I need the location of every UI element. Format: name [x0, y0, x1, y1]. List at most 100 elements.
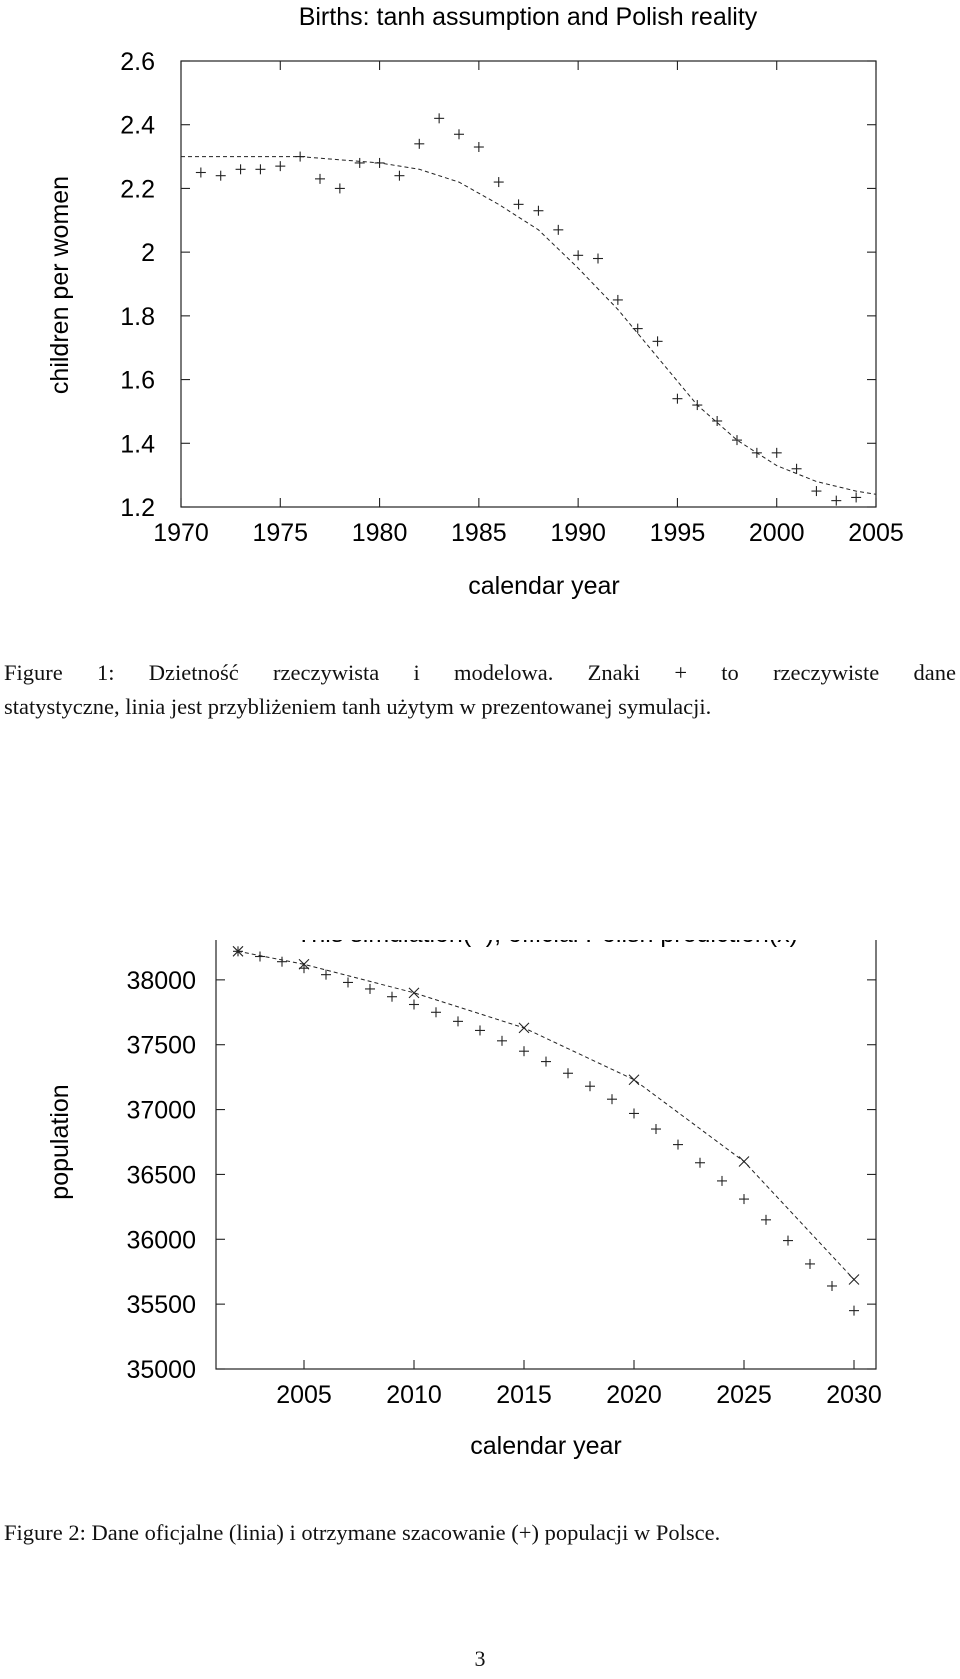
plus-marker	[827, 1280, 837, 1291]
x-marker	[848, 1274, 860, 1285]
plus-marker	[533, 205, 544, 216]
chart1-marks	[181, 113, 877, 506]
x-marker	[518, 1022, 530, 1034]
chart2-y-ticks: 3500035500360003650037000375003800038500	[126, 967, 876, 1384]
plus-marker	[343, 977, 353, 988]
plus-marker	[394, 170, 405, 181]
y-tick-label: 1.2	[120, 494, 155, 522]
plus-marker	[334, 183, 345, 194]
x-tick-label: 1970	[153, 519, 209, 547]
figure-2-caption-text: Dane oficjalne (linia) i otrzymane szaco…	[91, 1520, 721, 1545]
plus-marker	[849, 1305, 859, 1316]
plus-marker	[695, 1157, 705, 1168]
x-tick-label: 2010	[386, 1381, 442, 1409]
y-tick-label: 37000	[126, 1097, 196, 1125]
chart2-title: This simulation(+), official Polish pred…	[296, 940, 798, 948]
plus-marker	[277, 956, 287, 967]
plus-marker	[513, 199, 524, 210]
x-tick-label: 2005	[276, 1381, 332, 1409]
plus-marker	[585, 1081, 595, 1092]
x-tick-label: 2005	[848, 519, 904, 547]
x-tick-label: 1985	[451, 519, 507, 547]
population-chart: This simulation(+), official Polish pred…	[46, 940, 882, 1460]
plus-marker	[712, 415, 723, 426]
y-tick-label: 36000	[126, 1226, 196, 1254]
plus-marker	[811, 486, 822, 497]
plus-marker	[454, 129, 464, 140]
y-tick-label: 1.8	[120, 303, 155, 331]
y-tick-label: 2.4	[120, 112, 155, 140]
plus-marker	[497, 1035, 507, 1046]
plus-marker	[475, 1025, 485, 1036]
series-1-line	[181, 156, 877, 495]
plus-marker	[541, 1056, 551, 1067]
chart2-plot-frame	[215, 940, 877, 1370]
plus-marker	[553, 224, 564, 235]
figure-1-caption-line-2: statystyczne, linia jest przybliżeniem t…	[4, 694, 712, 719]
x-tick-label: 1995	[650, 519, 706, 547]
plus-marker	[739, 1194, 749, 1205]
x-tick-label: 1975	[252, 519, 308, 547]
y-tick-label: 2.2	[120, 175, 155, 203]
plus-marker	[573, 250, 584, 261]
plus-marker	[761, 1214, 771, 1225]
plus-marker	[275, 161, 286, 172]
plus-marker	[831, 495, 842, 506]
plus-marker	[607, 1094, 617, 1105]
plus-marker	[387, 991, 397, 1002]
plus-marker	[791, 463, 802, 474]
x-tick-label: 2030	[826, 1381, 882, 1409]
plus-marker	[215, 170, 226, 181]
plus-marker	[652, 336, 663, 347]
plus-marker	[493, 177, 504, 188]
figure-2-label: Figure 2:	[4, 1520, 86, 1545]
plus-marker	[255, 951, 265, 962]
y-tick-label: 2	[141, 239, 155, 267]
x-marker	[298, 958, 310, 970]
x-marker	[232, 945, 244, 957]
plus-marker	[409, 999, 419, 1010]
plus-marker	[453, 1016, 463, 1027]
y-tick-label: 1.4	[120, 430, 155, 458]
y-tick-label: 2.6	[120, 48, 155, 76]
plus-marker	[563, 1068, 573, 1079]
chart1-plot-frame	[180, 60, 877, 508]
plus-marker	[593, 253, 603, 264]
chart2-x-ticks: 2005 2010 2015 2020 2025 2030	[276, 1360, 882, 1409]
plus-marker	[195, 167, 206, 178]
x-tick-label: 2015	[496, 1381, 552, 1409]
x-tick-label: 1990	[550, 519, 606, 547]
plus-marker	[672, 393, 683, 404]
plus-marker	[732, 435, 742, 446]
plus-marker	[651, 1124, 661, 1135]
figure-2-caption: Figure 2: Dane oficjalne (linia) i otrzy…	[4, 1516, 956, 1550]
x-tick-label: 2025	[716, 1381, 772, 1409]
chart2-x-axis-label: calendar year	[470, 1432, 621, 1460]
x-marker	[628, 1074, 640, 1086]
figure-1-label: Figure 1:	[4, 660, 115, 685]
y-tick-label: 1.6	[120, 367, 155, 395]
x-marker	[408, 987, 420, 999]
plus-marker	[255, 164, 266, 175]
figure-1-caption-line-1: Dzietność rzeczywista i modelowa. Znaki …	[148, 660, 956, 685]
chart1-x-ticks: 1970 1975 1980 1985 1990 1995 2000 2005	[153, 61, 904, 547]
plus-marker	[629, 1108, 639, 1119]
x-tick-label: 2020	[606, 1381, 662, 1409]
plus-marker	[414, 138, 425, 149]
figure-1-caption: Figure 1: Dzietność rzeczywista i modelo…	[4, 656, 956, 724]
chart2-marks	[232, 945, 860, 1316]
chart2-y-axis-label: population	[46, 1084, 74, 1199]
chart1-y-axis-label: children per women	[46, 176, 74, 394]
series-1-line	[237, 950, 855, 1280]
plus-marker	[235, 164, 246, 175]
plus-marker	[434, 113, 445, 124]
y-tick-label: 35000	[126, 1356, 196, 1384]
chart1-title: Births: tanh assumption and Polish reali…	[299, 3, 758, 31]
x-tick-label: 1980	[352, 519, 408, 547]
plus-marker	[473, 142, 484, 153]
plus-marker	[354, 157, 365, 168]
plus-marker	[365, 983, 375, 994]
x-tick-label: 2000	[749, 519, 805, 547]
plus-marker	[612, 294, 623, 305]
y-tick-label: 35500	[126, 1291, 196, 1319]
